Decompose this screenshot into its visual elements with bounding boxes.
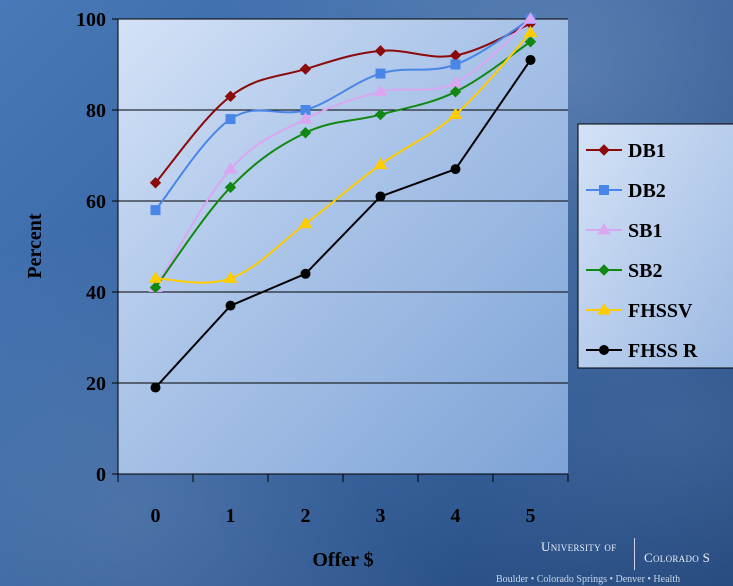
x-tick-label: 2 <box>301 505 311 527</box>
data-point-fhssv <box>298 216 313 229</box>
data-point-fhss-r <box>450 164 461 175</box>
legend-label: SB1 <box>628 220 662 242</box>
data-point-sb1 <box>223 162 238 174</box>
data-point-fhss-r <box>375 191 386 202</box>
legend-swatch-marker <box>597 303 611 315</box>
series-line-db2 <box>154 18 532 211</box>
legend-swatch-marker <box>599 345 609 355</box>
data-point-sb2 <box>449 86 462 98</box>
legend-label: SB2 <box>628 260 662 282</box>
data-point-sb2 <box>299 127 312 139</box>
data-point-sb1 <box>298 112 313 124</box>
data-point-sb1 <box>523 12 538 24</box>
x-tick-label: 3 <box>376 505 386 527</box>
series-fhss-r <box>150 54 536 393</box>
x-axis-title: Offer $ <box>312 549 373 571</box>
data-point-fhss-r <box>300 268 311 279</box>
data-point-fhssv <box>223 271 238 283</box>
legend-item-sb2: SB2 <box>586 260 662 282</box>
legend-label: FHSS R <box>628 340 698 362</box>
legend-item-db1: DB1 <box>586 140 666 162</box>
series-line-sb2 <box>154 40 532 289</box>
data-point-db2 <box>375 68 386 79</box>
legend-item-db2: DB2 <box>586 180 666 202</box>
data-point-db1 <box>299 63 312 75</box>
data-point-db1 <box>374 45 387 57</box>
series-sb2 <box>149 36 537 294</box>
y-tick-labels: 0 20 40 60 80 100 <box>76 9 106 486</box>
legend-box <box>577 123 733 369</box>
axes <box>117 19 569 482</box>
legend-swatch-marker <box>599 185 609 195</box>
data-point-db2 <box>225 114 236 125</box>
data-point-sb1 <box>373 84 388 97</box>
legend-swatch-marker <box>598 144 610 156</box>
series-line-db1 <box>154 22 531 184</box>
legend-item-sb1: SB1 <box>586 220 662 242</box>
legend-label: DB2 <box>628 180 666 202</box>
y-tick-label: 100 <box>76 9 106 31</box>
data-point-fhssv <box>148 271 163 283</box>
legend: DB1 DB2 SB1 SB2 FHSSV FHSS R <box>577 123 733 369</box>
legend-item-fhssv: FHSSV <box>586 300 693 322</box>
data-point-sb2 <box>149 281 162 294</box>
y-tick-label: 40 <box>86 282 106 304</box>
legend-label: DB1 <box>628 140 666 162</box>
data-point-db2 <box>150 205 161 216</box>
data-point-fhssv <box>448 107 463 120</box>
data-point-fhss-r <box>525 54 536 65</box>
data-point-fhssv <box>373 157 388 170</box>
data-point-db1 <box>149 177 162 189</box>
y-axis-title: Percent <box>24 213 46 278</box>
x-tick-label: 0 <box>151 505 161 527</box>
data-point-db1 <box>224 90 237 103</box>
series-line-fhss-r <box>154 59 532 389</box>
y-tick-label: 60 <box>86 191 106 213</box>
data-point-db2 <box>450 59 461 70</box>
legend-swatch-marker <box>598 264 610 276</box>
x-tick-label: 4 <box>451 505 461 527</box>
legend-item-fhss-r: FHSS R <box>586 340 698 362</box>
series-sb1 <box>148 12 538 292</box>
series-line-sb1 <box>154 18 532 288</box>
y-tick-label: 80 <box>86 100 106 122</box>
legend-swatch-marker <box>597 223 611 235</box>
y-tick-label: 0 <box>96 464 106 486</box>
y-tick-label: 20 <box>86 373 106 395</box>
data-point-sb2 <box>224 181 237 194</box>
x-tick-label: 1 <box>226 505 236 527</box>
data-point-fhss-r <box>150 382 161 393</box>
data-point-sb2 <box>524 36 537 48</box>
plot-area <box>118 19 568 474</box>
x-tick-label: 5 <box>526 505 536 527</box>
data-point-fhssv <box>523 25 538 38</box>
data-point-fhss-r <box>225 300 236 311</box>
data-point-sb2 <box>374 108 387 121</box>
series-fhssv <box>148 25 538 284</box>
legend-label: FHSSV <box>628 300 693 322</box>
x-tick-labels: 0 1 2 3 4 5 <box>151 505 536 527</box>
series-group <box>148 12 538 393</box>
